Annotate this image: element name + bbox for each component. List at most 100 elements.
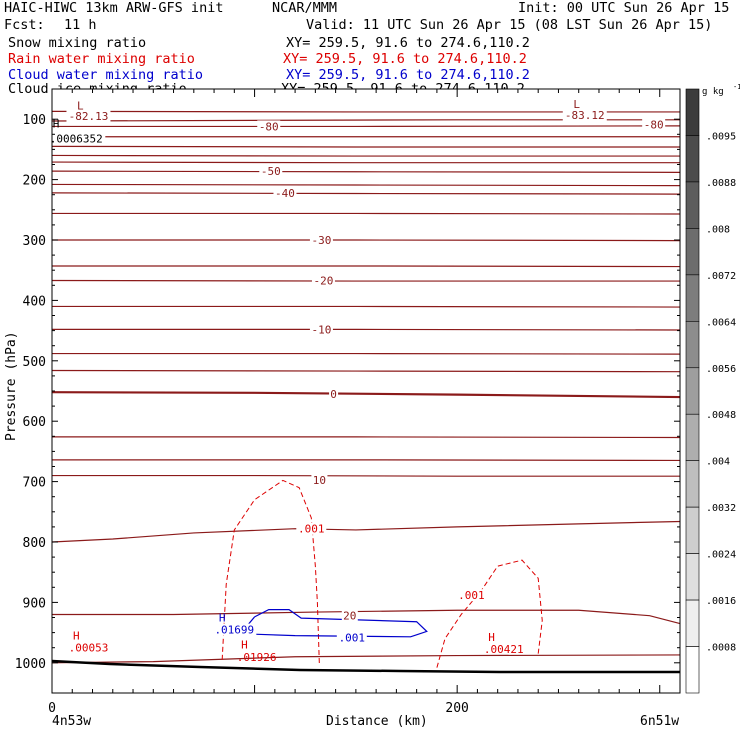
forecast-hour: 11 h xyxy=(64,17,97,33)
colorbar-tick-label: .008 xyxy=(706,224,730,235)
isotherm-label: -20 xyxy=(314,274,334,287)
cloud-water-contour-label-bg xyxy=(336,631,367,644)
y-tick-label: 800 xyxy=(23,536,46,551)
isotherm-label: -10 xyxy=(311,323,331,336)
isotherm-line xyxy=(51,145,680,148)
y-tick-label: 600 xyxy=(23,415,46,430)
isotherm-line xyxy=(51,654,681,664)
isotherm-label: -40 xyxy=(275,187,295,200)
model-title: HAIC-HIWC 13km ARW-GFS init xyxy=(4,0,224,16)
y-tick-label: 900 xyxy=(23,596,46,611)
isotherm-line xyxy=(52,459,681,462)
y-tick-label: 400 xyxy=(23,294,46,309)
isotherm-line xyxy=(52,474,680,477)
organization-label: NCAR/MMM xyxy=(272,0,338,16)
y-tick-label: 1000 xyxy=(15,657,46,672)
isotherm-line xyxy=(52,265,681,268)
terrain-line xyxy=(51,659,680,674)
colorbar-tick-label: .0056 xyxy=(706,364,736,375)
colorbar-tick-label: .0088 xyxy=(706,178,736,189)
isotherm-label-bg xyxy=(273,186,297,199)
forecast-label: Fcst: xyxy=(4,17,45,33)
field-xy-cloud-water: XY= 259.5, 91.6 to 274.6,110.2 xyxy=(286,67,530,83)
isotherm-label-bg xyxy=(309,323,333,336)
colorbar-swatch xyxy=(685,321,700,369)
isotherm-line xyxy=(51,279,680,282)
isotherm-line xyxy=(52,609,681,625)
colorbar-swatch xyxy=(685,135,700,183)
isotherm-label: 0 xyxy=(330,388,337,401)
colorbar-swatch xyxy=(685,367,700,415)
colorbar-swatch xyxy=(685,413,700,461)
isotherm-line xyxy=(51,183,681,187)
isotherm-label-bg xyxy=(341,609,358,622)
freezing-level-line xyxy=(51,391,681,399)
colorbar-swatch xyxy=(685,506,700,554)
field-name-snow: Snow mixing ratio xyxy=(8,35,147,51)
cloud-water-maximum-value: .01699 xyxy=(214,624,254,637)
rain-water-contours xyxy=(221,479,543,668)
isotherm-label-bg xyxy=(259,165,283,178)
x-tick-label: 0 xyxy=(48,701,56,716)
temperature-minimum-value-bg xyxy=(562,108,607,121)
snow-maximum-value: .0006352 xyxy=(50,133,103,146)
isotherm-line xyxy=(51,154,680,157)
colorbar-swatch xyxy=(685,646,700,694)
temperature-minimum-value-bg xyxy=(66,110,111,123)
isotherm-label: -80 xyxy=(259,120,279,133)
isotherm-label: 20 xyxy=(343,610,356,623)
init-time: Init: 00 UTC Sun 26 Apr 15 xyxy=(518,0,730,16)
colorbar-unit: g kg xyxy=(702,87,724,97)
colorbar-swatch xyxy=(685,181,700,229)
temperature-minimum-marker: L xyxy=(573,98,580,111)
isotherm-line xyxy=(52,305,681,308)
isotherm-line xyxy=(52,436,681,439)
field-name-rain: Rain water mixing ratio xyxy=(8,51,195,67)
isotherm-line xyxy=(52,125,681,128)
rain-maximum-value: .00053 xyxy=(69,642,109,655)
isotherm-label: -50 xyxy=(261,165,281,178)
temperature-minimum-value: -82.13 xyxy=(69,110,109,123)
isotherm-label-bg xyxy=(257,120,281,133)
rain-maximum-value: .01926 xyxy=(237,651,277,664)
isotherm-line xyxy=(52,352,681,355)
isotherm-line xyxy=(51,161,680,164)
isotherm-label: -80 xyxy=(644,119,664,132)
valid-time: Valid: 11 UTC Sun 26 Apr 15 (08 LST Sun … xyxy=(306,17,713,33)
cloud-water-maximum-marker: H xyxy=(219,612,226,625)
rain-maximum-value: .00421 xyxy=(484,643,524,656)
isotherm-label: 10 xyxy=(313,474,326,487)
colorbar-tick-label: .0024 xyxy=(706,550,736,561)
colorbar-swatch xyxy=(685,599,700,647)
colorbar-tick-label: .004 xyxy=(706,457,730,468)
y-tick-label: 300 xyxy=(23,234,46,249)
isotherm-label-bg xyxy=(311,274,335,287)
colorbar-swatch xyxy=(685,274,700,322)
y-axis-label: Pressure (hPa) xyxy=(4,331,19,441)
temperature-minimum-marker: L xyxy=(77,99,84,112)
x-tick-label: 200 xyxy=(445,701,468,716)
rain-contour-label: .001 xyxy=(458,589,485,602)
rain-contour-label: .001 xyxy=(298,523,325,536)
isotherm-label-bg xyxy=(642,118,666,131)
isotherm-label: -30 xyxy=(311,234,331,247)
isotherm-line xyxy=(51,170,681,173)
isotherm-label-bg xyxy=(329,388,339,401)
colorbar: .0095 .0088 .008 .0072 .0064 .0056 .0048 .004 .0… xyxy=(685,88,736,694)
field-xy-snow: XY= 259.5, 91.6 to 274.6,110.2 xyxy=(286,35,530,51)
right-endpoint-label: 6n51w xyxy=(640,714,679,729)
colorbar-swatch xyxy=(685,228,700,276)
rain-contour-label-bg xyxy=(296,522,327,535)
colorbar-swatch xyxy=(685,88,700,136)
isotherm-label-bg xyxy=(311,473,328,486)
x-axis-label: Distance (km) xyxy=(326,714,428,729)
colorbar-unit-exponent: -1 xyxy=(733,83,740,91)
snow-maximum-value-bg xyxy=(47,132,106,145)
colorbar-tick-label: .0095 xyxy=(706,131,736,142)
cloud-water-contour-label: .001 xyxy=(339,631,366,644)
y-tick-label: 200 xyxy=(23,174,46,189)
isotherm-label-bg xyxy=(309,234,333,246)
colorbar-swatch xyxy=(685,460,700,508)
